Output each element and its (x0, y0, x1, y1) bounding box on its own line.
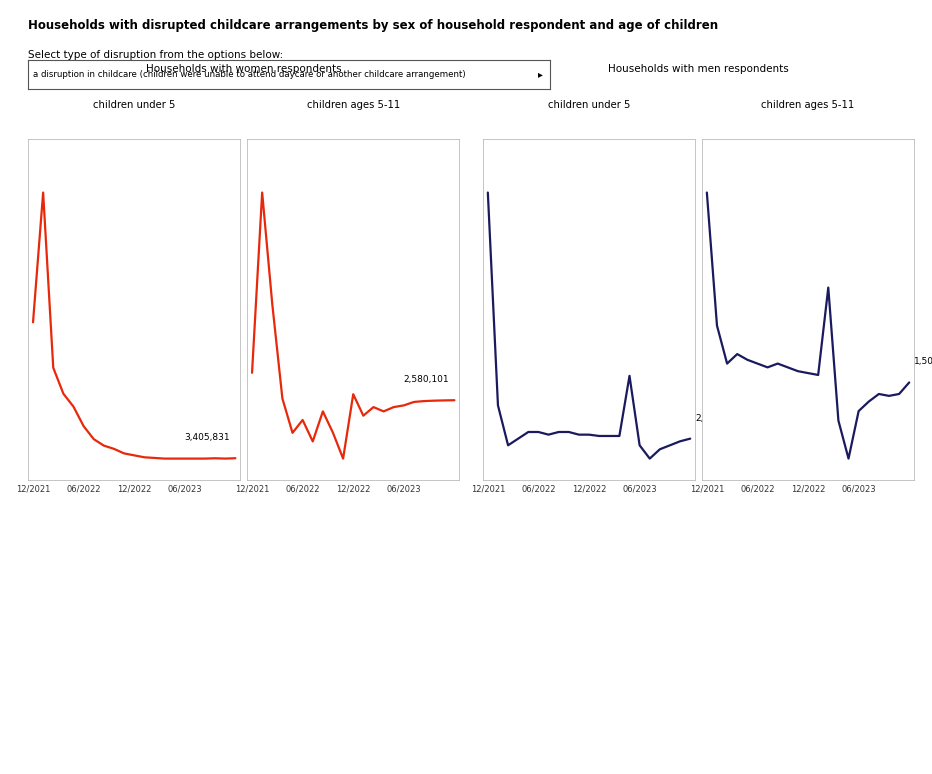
Text: 2,580,101: 2,580,101 (404, 375, 449, 384)
Text: children ages 5-11: children ages 5-11 (761, 100, 855, 110)
Text: Households with disrupted childcare arrangements by sex of household respondent : Households with disrupted childcare arra… (28, 19, 718, 33)
Text: Households with men respondents: Households with men respondents (609, 63, 788, 74)
Text: children under 5: children under 5 (548, 100, 630, 110)
Text: ▸: ▸ (538, 70, 543, 79)
Text: a disruption in childcare (children were unable to attend daycare or another chi: a disruption in childcare (children were… (34, 70, 466, 79)
Text: children ages 5-11: children ages 5-11 (307, 100, 400, 110)
Text: 2,422,051: 2,422,051 (695, 413, 741, 423)
Text: Households with women respondents: Households with women respondents (146, 63, 341, 74)
Text: Select type of disruption from the options below:: Select type of disruption from the optio… (28, 50, 283, 60)
Text: 3,405,831: 3,405,831 (185, 433, 230, 442)
Text: children under 5: children under 5 (93, 100, 175, 110)
Text: 1,500,748: 1,500,748 (914, 358, 932, 366)
